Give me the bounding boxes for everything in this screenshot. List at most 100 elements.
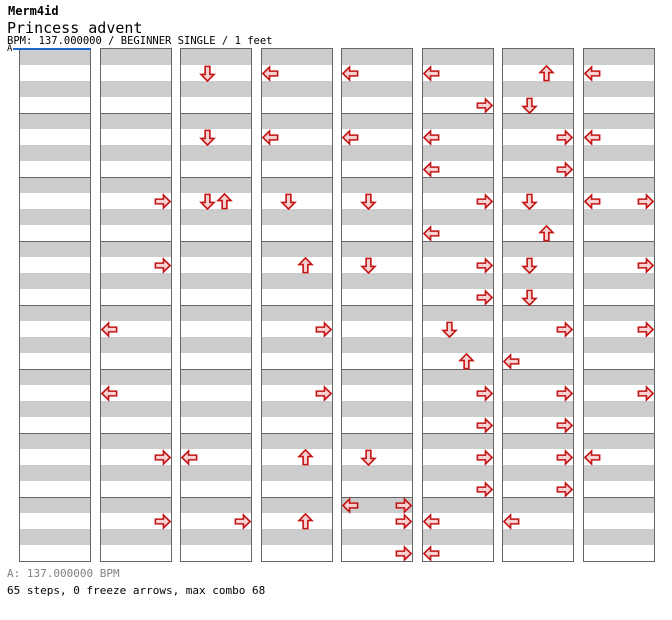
measure bbox=[584, 305, 654, 369]
measure bbox=[503, 497, 573, 561]
measure bbox=[101, 177, 171, 241]
arrow-right-icon bbox=[153, 512, 172, 531]
measure bbox=[584, 177, 654, 241]
arrow-left-icon bbox=[180, 448, 199, 467]
measure bbox=[503, 49, 573, 113]
bpm-marker-line bbox=[13, 48, 91, 50]
measure bbox=[584, 369, 654, 433]
arrow-right-icon bbox=[394, 544, 413, 563]
measure bbox=[20, 241, 90, 305]
arrow-down-icon bbox=[198, 64, 217, 83]
arrow-down-icon bbox=[359, 448, 378, 467]
arrow-up-icon bbox=[537, 64, 556, 83]
measure bbox=[20, 305, 90, 369]
arrow-up-icon bbox=[296, 448, 315, 467]
arrow-left-icon bbox=[583, 128, 602, 147]
measure bbox=[101, 305, 171, 369]
artist-name: Merm4id bbox=[8, 4, 59, 18]
arrow-up-icon bbox=[457, 352, 476, 371]
measure bbox=[181, 241, 251, 305]
arrow-right-icon bbox=[555, 384, 574, 403]
arrow-down-icon bbox=[520, 192, 539, 211]
chart-meta: BPM: 137.000000 / BEGINNER SINGLE / 1 fe… bbox=[7, 35, 273, 47]
arrow-left-icon bbox=[341, 128, 360, 147]
arrow-left-icon bbox=[261, 128, 280, 147]
arrow-right-icon bbox=[636, 256, 655, 275]
measure bbox=[503, 433, 573, 497]
arrow-right-icon bbox=[153, 192, 172, 211]
song-title: Princess advent bbox=[7, 19, 143, 37]
arrow-right-icon bbox=[394, 496, 413, 515]
arrow-right-icon bbox=[555, 416, 574, 435]
measure bbox=[181, 49, 251, 113]
arrow-down-icon bbox=[440, 320, 459, 339]
arrow-down-icon bbox=[520, 288, 539, 307]
measure bbox=[262, 305, 332, 369]
arrow-down-icon bbox=[279, 192, 298, 211]
measure bbox=[101, 497, 171, 561]
arrow-down-icon bbox=[520, 256, 539, 275]
arrow-left-icon bbox=[422, 512, 441, 531]
arrow-right-icon bbox=[555, 448, 574, 467]
footer-bpm-line: A: 137.000000 BPM bbox=[7, 567, 120, 580]
measure bbox=[503, 177, 573, 241]
arrow-up-icon bbox=[296, 256, 315, 275]
measure bbox=[181, 433, 251, 497]
arrow-right-icon bbox=[475, 416, 494, 435]
arrow-right-icon bbox=[394, 512, 413, 531]
arrow-right-icon bbox=[475, 288, 494, 307]
measure bbox=[423, 305, 493, 369]
arrow-right-icon bbox=[314, 320, 333, 339]
measure bbox=[342, 305, 412, 369]
arrow-right-icon bbox=[555, 320, 574, 339]
measure bbox=[101, 49, 171, 113]
arrow-right-icon bbox=[153, 448, 172, 467]
measure-panel bbox=[261, 48, 333, 562]
measure bbox=[181, 113, 251, 177]
footer-stats-line: 65 steps, 0 freeze arrows, max combo 68 bbox=[7, 584, 266, 597]
measure-panel bbox=[19, 48, 91, 562]
arrow-left-icon bbox=[422, 64, 441, 83]
arrow-left-icon bbox=[502, 512, 521, 531]
arrow-down-icon bbox=[359, 192, 378, 211]
bpm-marker-label: A bbox=[7, 44, 13, 54]
measure-panel bbox=[502, 48, 574, 562]
measure bbox=[20, 177, 90, 241]
measure bbox=[342, 369, 412, 433]
arrow-left-icon bbox=[422, 160, 441, 179]
measure bbox=[584, 497, 654, 561]
measure bbox=[262, 49, 332, 113]
arrow-left-icon bbox=[422, 544, 441, 563]
arrow-left-icon bbox=[502, 352, 521, 371]
measure-panel bbox=[341, 48, 413, 562]
arrow-left-icon bbox=[261, 64, 280, 83]
measure bbox=[342, 433, 412, 497]
arrow-left-icon bbox=[341, 496, 360, 515]
measure bbox=[342, 113, 412, 177]
measure bbox=[262, 113, 332, 177]
arrow-right-icon bbox=[555, 128, 574, 147]
measure bbox=[20, 49, 90, 113]
measure-panel bbox=[583, 48, 655, 562]
arrow-up-icon bbox=[296, 512, 315, 531]
arrow-right-icon bbox=[475, 96, 494, 115]
measure bbox=[262, 241, 332, 305]
measure-panel bbox=[180, 48, 252, 562]
arrow-left-icon bbox=[583, 192, 602, 211]
arrow-left-icon bbox=[422, 224, 441, 243]
measure bbox=[181, 369, 251, 433]
arrow-down-icon bbox=[198, 128, 217, 147]
arrow-down-icon bbox=[198, 192, 217, 211]
measure bbox=[181, 497, 251, 561]
measure-panel bbox=[100, 48, 172, 562]
measure bbox=[181, 305, 251, 369]
measure-panel bbox=[422, 48, 494, 562]
measure bbox=[20, 497, 90, 561]
measure bbox=[20, 433, 90, 497]
measure bbox=[342, 241, 412, 305]
arrow-up-icon bbox=[215, 192, 234, 211]
arrow-right-icon bbox=[555, 160, 574, 179]
measure bbox=[503, 241, 573, 305]
arrow-left-icon bbox=[583, 64, 602, 83]
